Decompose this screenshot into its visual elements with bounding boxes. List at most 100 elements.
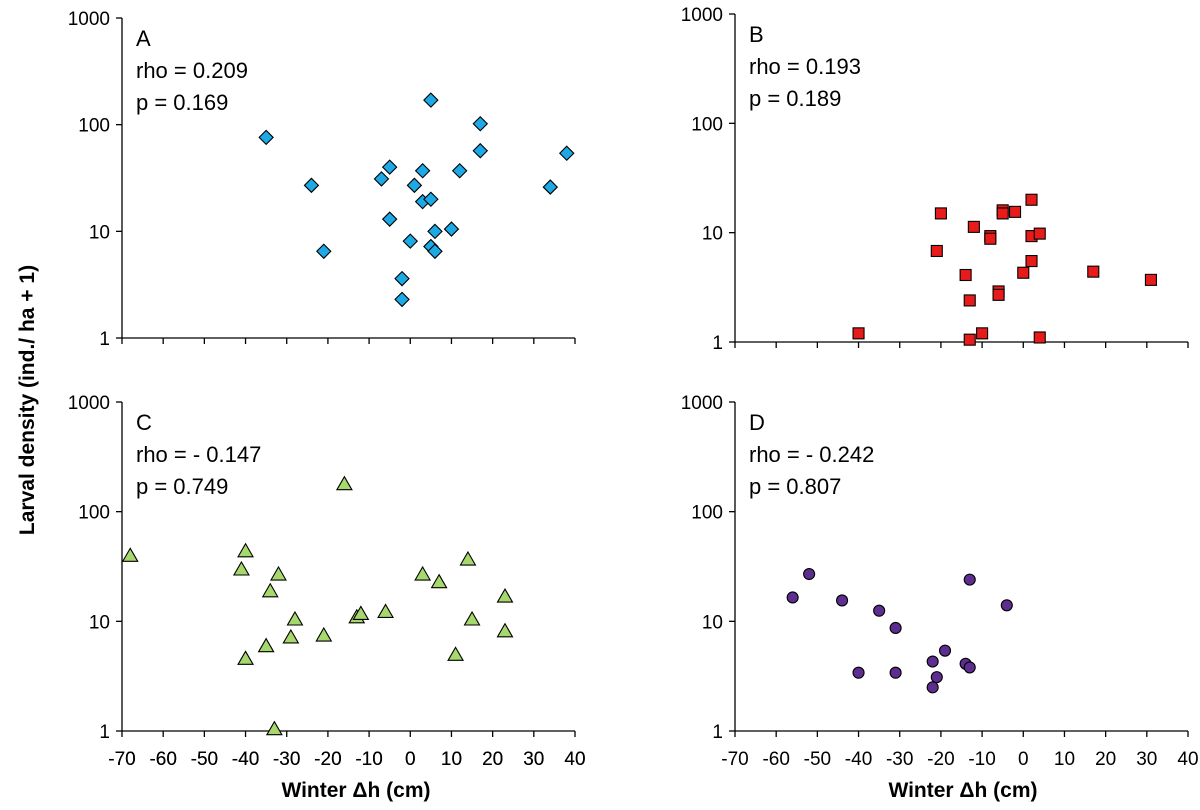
- rho-annotation: rho = 0.209: [136, 58, 248, 83]
- data-point: [873, 604, 886, 617]
- data-point: [996, 207, 1009, 220]
- x-tick-label: -70: [721, 749, 748, 770]
- data-point: [496, 622, 514, 638]
- data-point: [427, 223, 443, 240]
- data-point: [976, 327, 989, 340]
- data-point: [261, 582, 279, 598]
- data-point: [963, 294, 976, 307]
- x-tick-label: -60: [149, 749, 176, 770]
- data-point: [316, 243, 332, 260]
- x-tick-label: 30: [1136, 749, 1157, 770]
- y-axis-title: Larval density (ind./ ha + 1): [16, 265, 39, 535]
- x-tick-label: -70: [108, 749, 135, 770]
- rho-annotation: rho = - 0.242: [749, 442, 874, 467]
- data-point: [934, 207, 947, 220]
- data-point: [852, 666, 865, 679]
- y-tick-label: 1000: [681, 393, 723, 414]
- panel-label: D: [749, 410, 765, 435]
- x-tick-label: -50: [191, 749, 218, 770]
- y-tick-label: 1000: [68, 9, 110, 30]
- data-point: [414, 162, 431, 179]
- data-point: [889, 666, 902, 679]
- y-tick-label: 1: [99, 329, 110, 350]
- p-annotation: p = 0.169: [136, 90, 228, 115]
- panel-label: B: [749, 22, 764, 47]
- panel-d: 1 10 100 1000 -70 -60 -50 -40 -30 -20 -10 0 10 20 30 40…: [681, 393, 1199, 770]
- data-point: [472, 115, 489, 132]
- data-point: [1033, 227, 1046, 240]
- data-point: [1008, 205, 1022, 218]
- x-tick-label: 20: [1095, 749, 1116, 770]
- x-tick-label: 30: [523, 749, 544, 770]
- data-point: [402, 233, 419, 249]
- data-point: [1000, 599, 1013, 612]
- x-tick-label: -10: [355, 749, 382, 770]
- x-tick-label: 40: [564, 749, 585, 770]
- data-point: [414, 565, 432, 581]
- y-tick-label: 10: [89, 222, 110, 243]
- data-point: [430, 573, 448, 589]
- x-tick-label: -10: [355, 749, 382, 770]
- x-tick-label: -40: [232, 749, 259, 770]
- data-point: [836, 594, 849, 607]
- data-point: [447, 646, 465, 661]
- y-tick-label: 100: [78, 503, 110, 524]
- data-point: [930, 671, 943, 684]
- data-point: [303, 177, 320, 194]
- x-tick-label: -20: [927, 749, 954, 770]
- y-tick-label: 100: [691, 503, 723, 524]
- x-tick-label: -50: [804, 749, 831, 770]
- data-point: [121, 547, 139, 562]
- x-tick-label: -50: [191, 749, 218, 770]
- rho-annotation: rho = - 0.147: [136, 442, 261, 467]
- data-point: [381, 159, 398, 175]
- x-tick-label: -30: [273, 749, 300, 770]
- y-tick-label: 1: [712, 333, 723, 354]
- x-tick-label: 0: [405, 749, 416, 770]
- data-point: [963, 573, 976, 586]
- x-tick-label: -20: [314, 749, 341, 770]
- x-tick-label: -60: [762, 749, 789, 770]
- p-annotation: p = 0.749: [136, 474, 228, 499]
- data-point: [1144, 273, 1157, 286]
- data-point: [423, 92, 439, 108]
- x-tick-label: 10: [441, 749, 462, 770]
- data-point: [930, 244, 943, 258]
- data-point: [803, 567, 816, 581]
- data-point: [257, 637, 275, 653]
- data-point: [406, 177, 423, 194]
- p-annotation: p = 0.189: [749, 86, 841, 111]
- y-tick-label: 1000: [68, 393, 110, 414]
- data-point: [496, 587, 514, 603]
- data-point: [377, 603, 395, 619]
- data-point: [315, 626, 333, 642]
- data-point: [967, 220, 980, 233]
- x-axis-title-right: Winter Δh (cm): [888, 779, 1037, 802]
- panel-label: A: [136, 26, 151, 51]
- x-tick-label: -40: [845, 749, 872, 770]
- x-tick-label: -30: [886, 749, 913, 770]
- x-tick-label: 40: [1177, 749, 1198, 770]
- y-tick-label: 100: [691, 114, 723, 135]
- data-point: [237, 650, 254, 665]
- x-tick-label: -60: [149, 749, 176, 770]
- data-point: [963, 661, 976, 674]
- data-point: [1025, 193, 1038, 206]
- y-tick-label: 1: [99, 722, 110, 743]
- data-point: [286, 610, 304, 626]
- data-point: [963, 333, 976, 346]
- data-point: [352, 605, 370, 621]
- data-point: [423, 191, 439, 208]
- x-tick-label: -70: [108, 749, 135, 770]
- data-point: [1033, 331, 1046, 344]
- data-point: [1025, 255, 1038, 268]
- data-point: [992, 288, 1005, 301]
- x-tick-label: -30: [273, 749, 300, 770]
- data-point: [938, 644, 952, 657]
- data-point: [265, 720, 283, 736]
- data-point: [542, 179, 559, 195]
- data-point: [232, 560, 250, 576]
- panel-label: C: [136, 410, 152, 435]
- x-tick-label: -40: [232, 749, 259, 770]
